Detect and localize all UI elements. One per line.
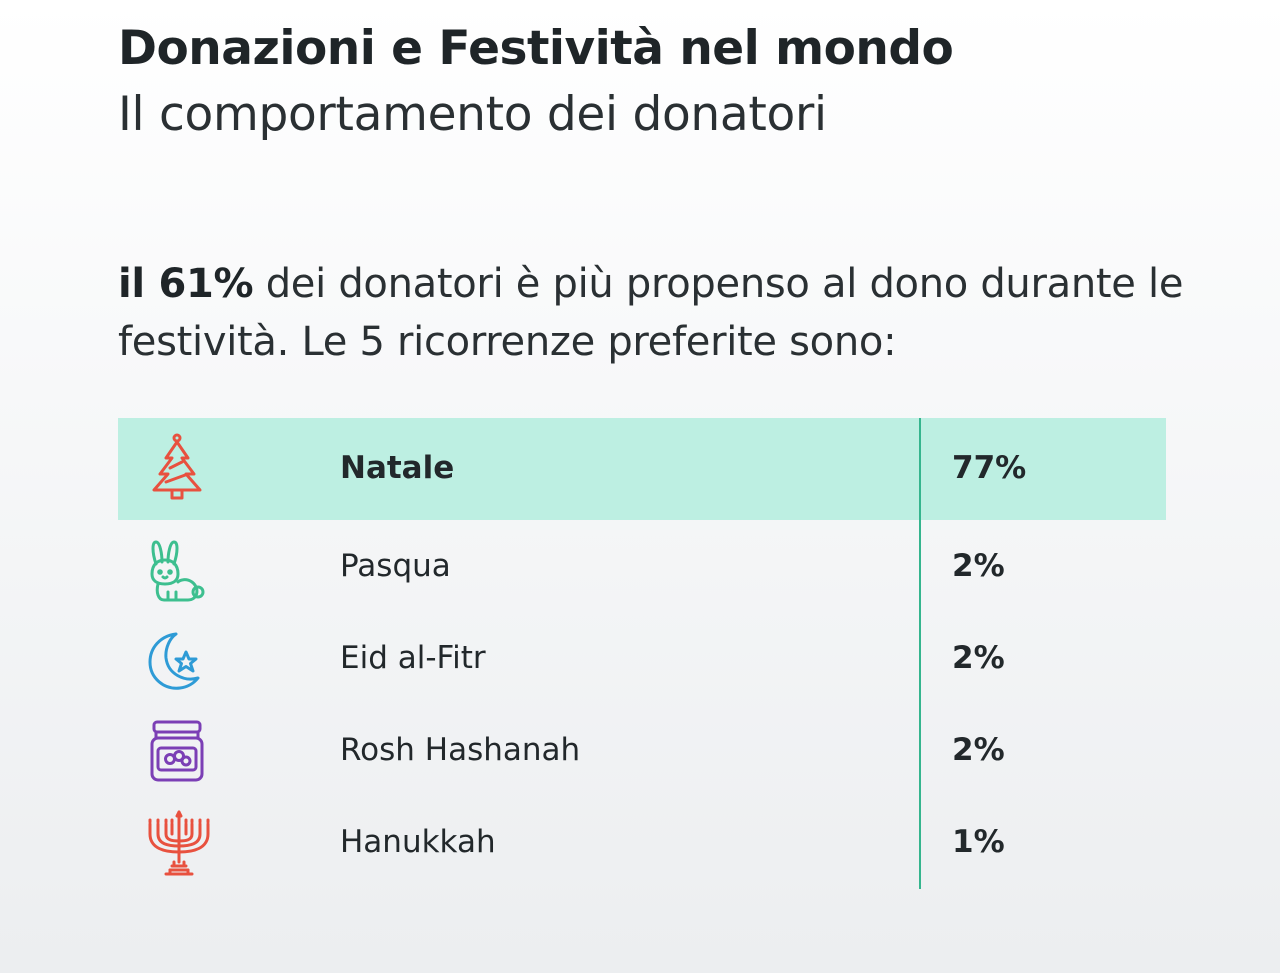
holiday-percent: 2%: [952, 548, 1005, 584]
holiday-name: Rosh Hashanah: [340, 732, 581, 768]
holiday-name: Hanukkah: [340, 824, 496, 860]
christmas-tree-icon: [142, 432, 212, 502]
menorah-icon: [144, 810, 214, 880]
holiday-percent: 77%: [952, 450, 1027, 486]
holiday-name: Natale: [340, 450, 455, 486]
crescent-star-icon: [142, 626, 212, 696]
holiday-name: Pasqua: [340, 548, 451, 584]
table-row: Natale 77%: [118, 418, 1166, 520]
intro-highlight: il 61%: [118, 261, 254, 307]
table-row: Pasqua 2%: [118, 522, 1166, 614]
column-divider: [919, 418, 921, 889]
table-row: Hanukkah 1%: [118, 798, 1166, 890]
holiday-name: Eid al-Fitr: [340, 640, 486, 676]
page-subtitle: Il comportamento dei donatori: [118, 87, 827, 142]
holiday-percent: 2%: [952, 732, 1005, 768]
intro-text: dei donatori è più propenso al dono dura…: [118, 261, 1184, 365]
holiday-percent: 2%: [952, 640, 1005, 676]
honey-jar-icon: [142, 716, 212, 786]
holiday-percent: 1%: [952, 824, 1005, 860]
table-row: Rosh Hashanah 2%: [118, 706, 1166, 798]
bunny-icon: [142, 536, 212, 606]
table-row: Eid al-Fitr 2%: [118, 614, 1166, 706]
page-title: Donazioni e Festività nel mondo: [118, 21, 954, 76]
intro-paragraph: il 61% dei donatori è più propenso al do…: [118, 255, 1198, 371]
